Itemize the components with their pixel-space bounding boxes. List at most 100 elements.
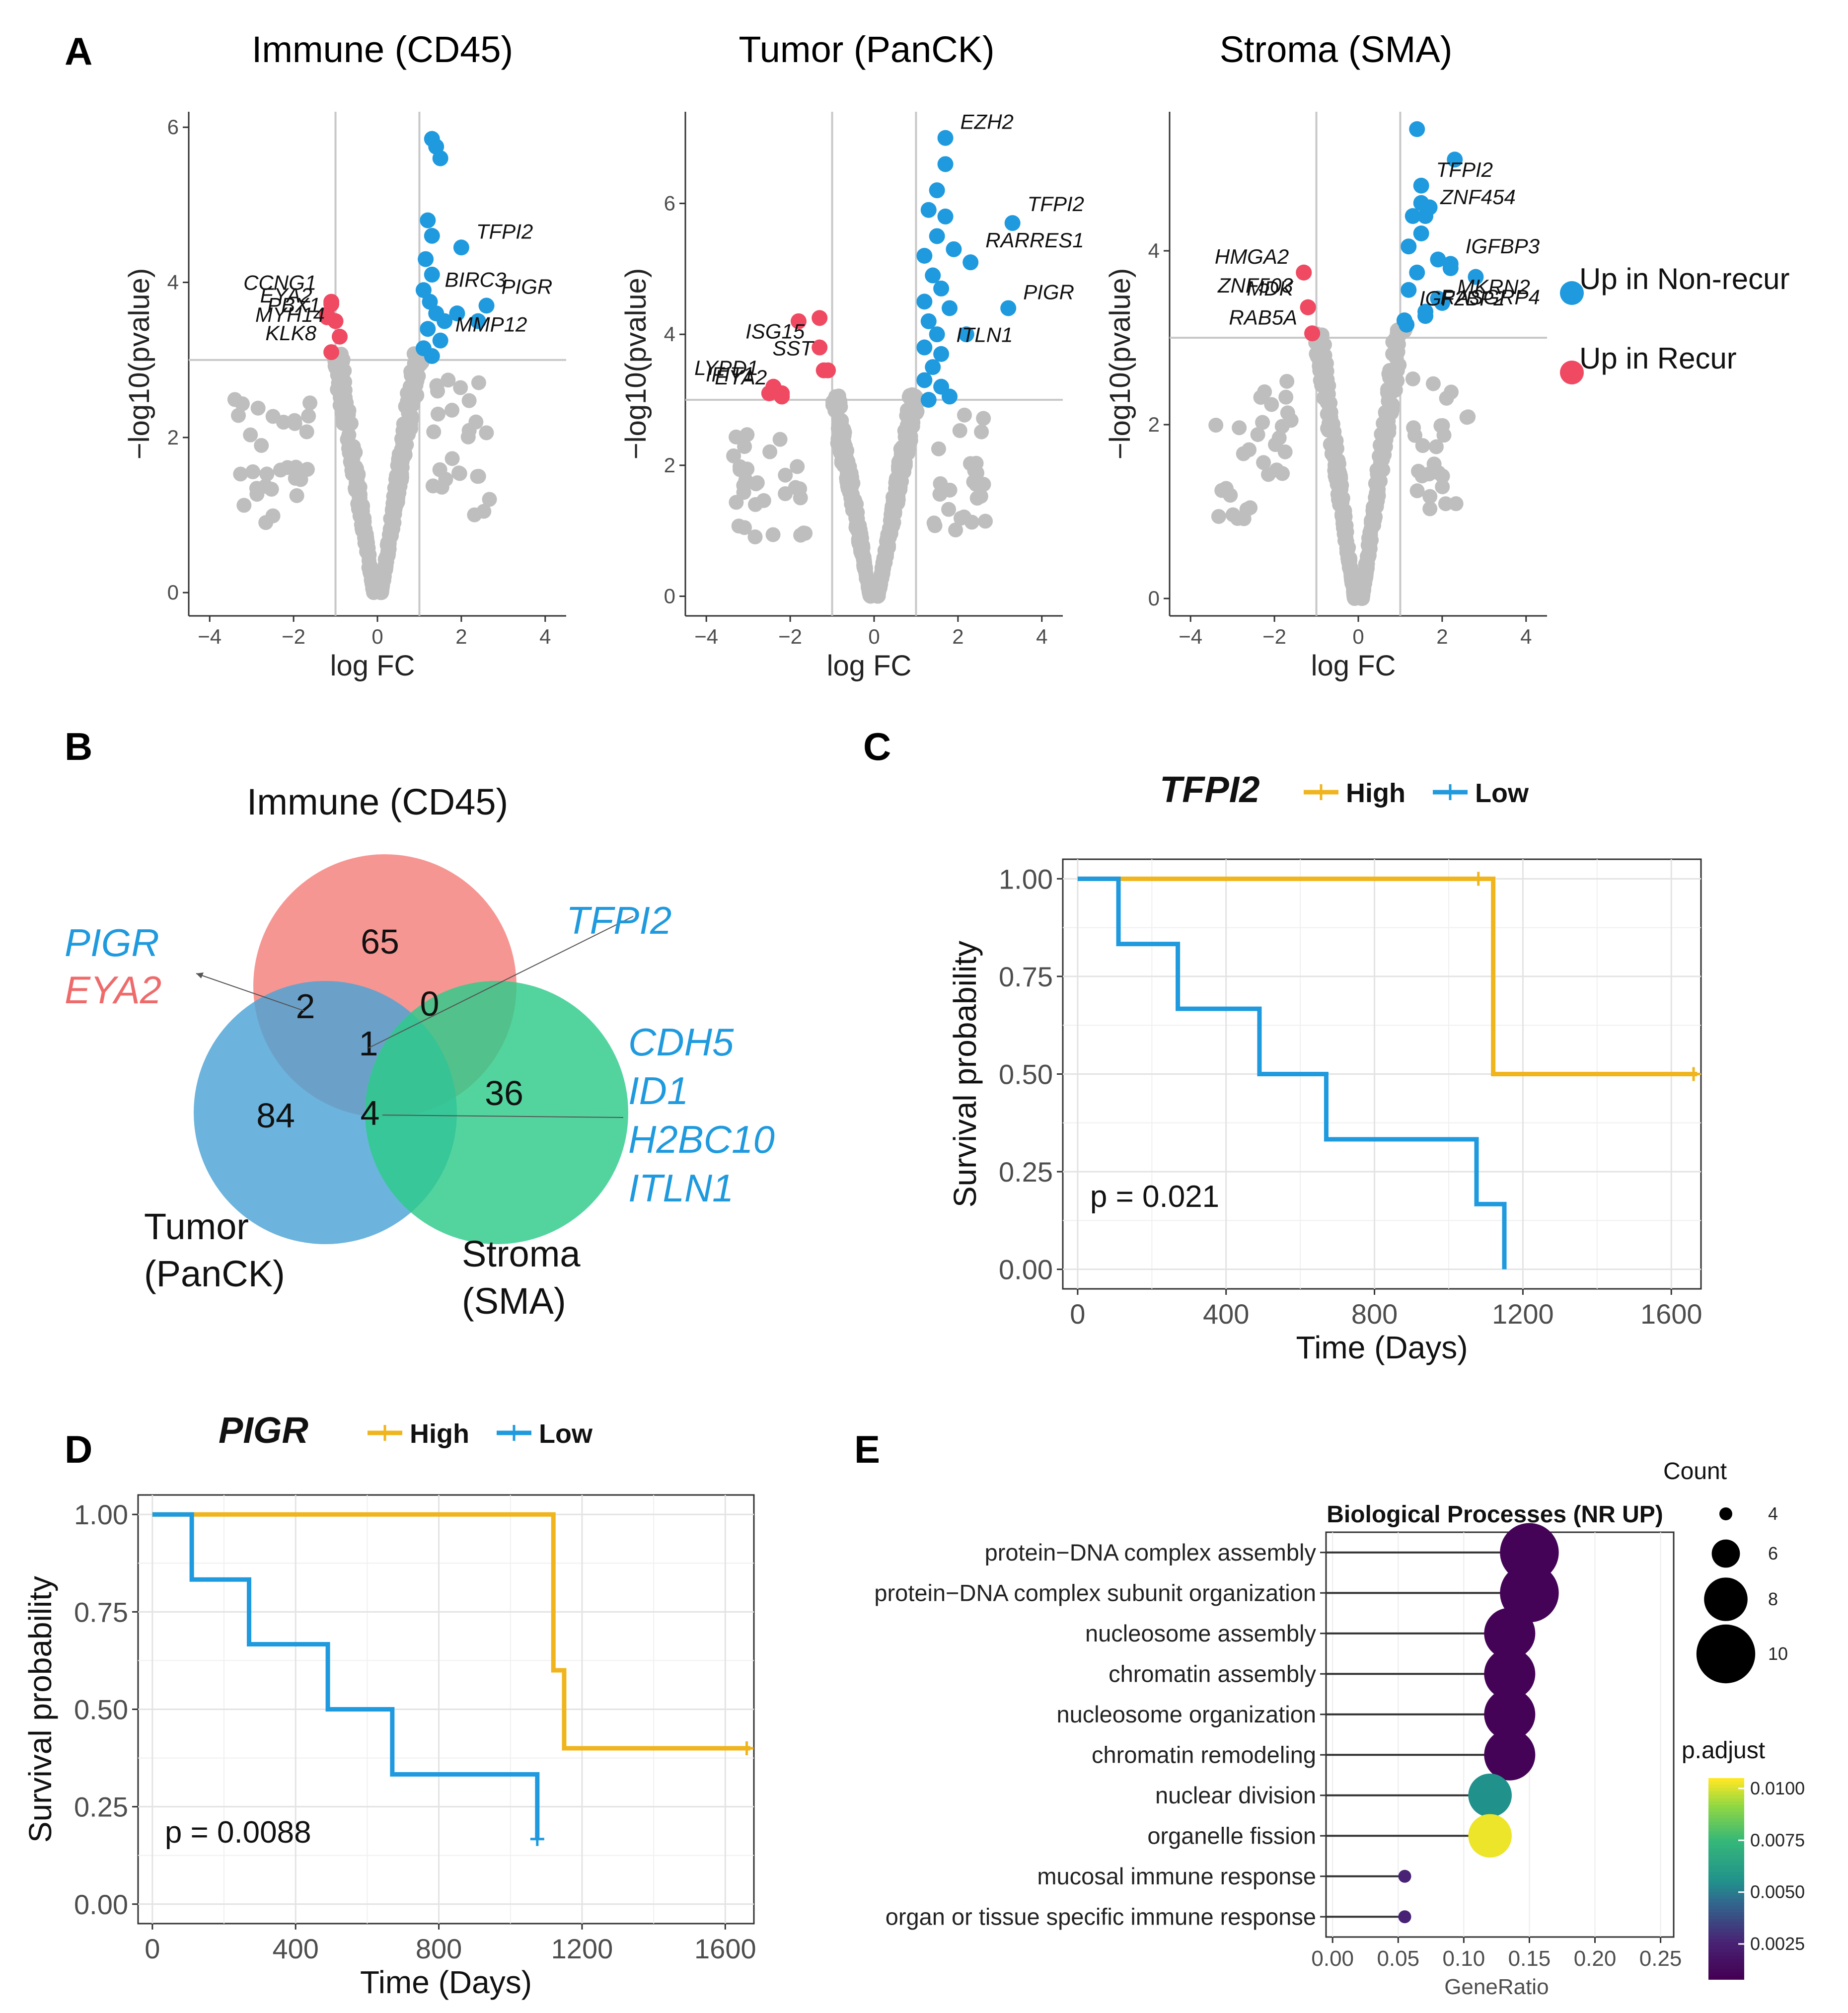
nonsig-point	[765, 527, 781, 542]
labeled-point	[1304, 325, 1321, 342]
nonsig-point	[1377, 433, 1393, 448]
colorbar-segment	[1708, 1888, 1744, 1893]
colorbar-segment	[1708, 1832, 1744, 1836]
panel-c-km-tfpi2: 0 400 800 1200 1600 0.00 0.25 0.50 0.75 1.00 Time …	[947, 769, 1702, 1365]
up-nonrecur-point	[916, 339, 933, 356]
x-tick-label: −4	[1179, 625, 1202, 648]
labeled-point	[1300, 299, 1316, 315]
panel-e-go-dotplot: Biological Processes (NR UP) 0.00 0.05 0.10…	[874, 1458, 1805, 1999]
y-axis-title: −log10(pvalue)	[620, 268, 652, 459]
nonsig-point	[470, 469, 485, 484]
nonsig-point	[1360, 556, 1375, 572]
venn-set-label-stroma-line1: Stroma	[462, 1233, 581, 1274]
up-nonrecur-point	[942, 388, 958, 405]
nonsig-point	[354, 517, 369, 532]
up-nonrecur-point	[937, 156, 954, 172]
nonsig-point	[908, 404, 923, 419]
up-nonrecur-point	[942, 300, 958, 316]
colorbar-segment	[1708, 1899, 1744, 1903]
colorbar-segment	[1708, 1949, 1744, 1953]
x-tick-label: −4	[198, 625, 222, 648]
venn-set-label-immune: Immune (CD45)	[247, 781, 508, 822]
nonsig-point	[385, 496, 401, 511]
gene-label: PIGR	[1023, 280, 1074, 303]
lollipop-dot	[1468, 1773, 1512, 1817]
gene-label: LYPD1	[694, 356, 758, 379]
x-tick-label: −2	[282, 625, 305, 648]
y-tick-label: 1.00	[74, 1499, 128, 1530]
nonsig-point	[1422, 489, 1438, 504]
colorbar-segment	[1708, 1828, 1744, 1832]
nonsig-point	[288, 470, 303, 486]
x-tick-label: 0.00	[1311, 1946, 1354, 1971]
nonsig-point	[901, 443, 916, 458]
nonsig-point	[907, 388, 923, 404]
labeled-point	[1413, 177, 1429, 194]
colorbar-segment	[1708, 1781, 1744, 1786]
venn-annotation-gene: PIGR	[65, 921, 159, 965]
nonsig-point	[441, 373, 456, 388]
gene-label: RARRES1	[985, 228, 1084, 252]
legend-label-low: Low	[539, 1419, 593, 1449]
color-legend-title: p.adjust	[1682, 1737, 1765, 1764]
x-tick-label: 0	[371, 625, 383, 648]
nonsig-point	[957, 407, 972, 423]
lollipop-dot	[1398, 1869, 1411, 1883]
y-axis-title: −log10(pvalue)	[123, 268, 155, 459]
colorbar-segment	[1708, 1895, 1744, 1899]
up-nonrecur-point	[418, 251, 434, 267]
up-recur-point	[791, 313, 807, 329]
nonsig-point	[1410, 463, 1426, 479]
size-legend-dot	[1696, 1624, 1756, 1684]
nonsig-point	[452, 466, 467, 481]
nonsig-point	[444, 451, 460, 466]
nonsig-point	[1435, 468, 1450, 484]
nonsig-point	[250, 400, 266, 416]
go-term-label: nucleosome assembly	[1085, 1620, 1316, 1646]
venn-pointer-line	[368, 916, 634, 1048]
x-tick-label: 0	[1070, 1298, 1085, 1330]
labeled-point	[323, 344, 340, 361]
gene-label: CCNG1	[243, 271, 316, 295]
volcano-legend: Up in Non-recur Up in Recur	[1560, 262, 1790, 384]
up-nonrecur-point	[437, 313, 453, 329]
labeled-point	[962, 254, 979, 271]
labeled-point	[774, 385, 790, 401]
nonsig-point	[301, 408, 316, 424]
nonsig-points	[1208, 321, 1476, 606]
gene-label: RASGRP4	[1440, 285, 1540, 308]
gene-label: EZH2	[961, 110, 1014, 134]
x-tick-label: 0	[1352, 625, 1364, 648]
nonsig-point	[1382, 407, 1398, 422]
nonsig-point	[1438, 496, 1453, 512]
nonsig-point	[288, 459, 303, 475]
go-term-label: nucleosome organization	[1056, 1701, 1316, 1727]
labeled-point	[1442, 260, 1459, 276]
nonsig-point	[366, 585, 381, 600]
venn-count-stroma-only: 36	[485, 1074, 523, 1113]
up-nonrecur-point	[1409, 121, 1425, 137]
panel-label-b: B	[65, 725, 92, 768]
panel-b-venn-diagram: Immune (CD45) Tumor (PanCK) Stroma (SMA) 65 84…	[65, 781, 775, 1322]
y-tick-label: 0.25	[74, 1791, 128, 1823]
venn-pointer-arrowhead	[196, 972, 204, 978]
volcano-plot-2: Tumor (PanCK) −4 −2 0 2 4 0 2 4 6 log FC −log10(pva…	[620, 29, 1084, 682]
colorbar-segment	[1708, 1962, 1744, 1966]
colorbar-segment	[1708, 1859, 1744, 1863]
y-tick-label: 2	[664, 453, 675, 477]
go-term-label: protein−DNA complex subunit organization	[874, 1579, 1316, 1606]
size-legend-dot	[1704, 1577, 1748, 1621]
censor-mark	[739, 1741, 754, 1755]
venn-annotation-gene: EYA2	[65, 968, 161, 1012]
nonsig-point	[1255, 415, 1270, 430]
x-axis-title: GeneRatio	[1444, 1975, 1549, 1999]
gene-label: MYH14	[255, 303, 325, 326]
gene-label: MKRN2	[1457, 275, 1530, 298]
nonsig-point	[381, 536, 396, 552]
colorbar-segment	[1708, 1811, 1744, 1816]
colorbar-segment	[1708, 1808, 1744, 1812]
up-nonrecur-point	[916, 294, 933, 310]
labeled-point	[1417, 208, 1434, 224]
lollipop-dot	[1500, 1564, 1559, 1623]
nonsig-point	[1312, 356, 1328, 372]
